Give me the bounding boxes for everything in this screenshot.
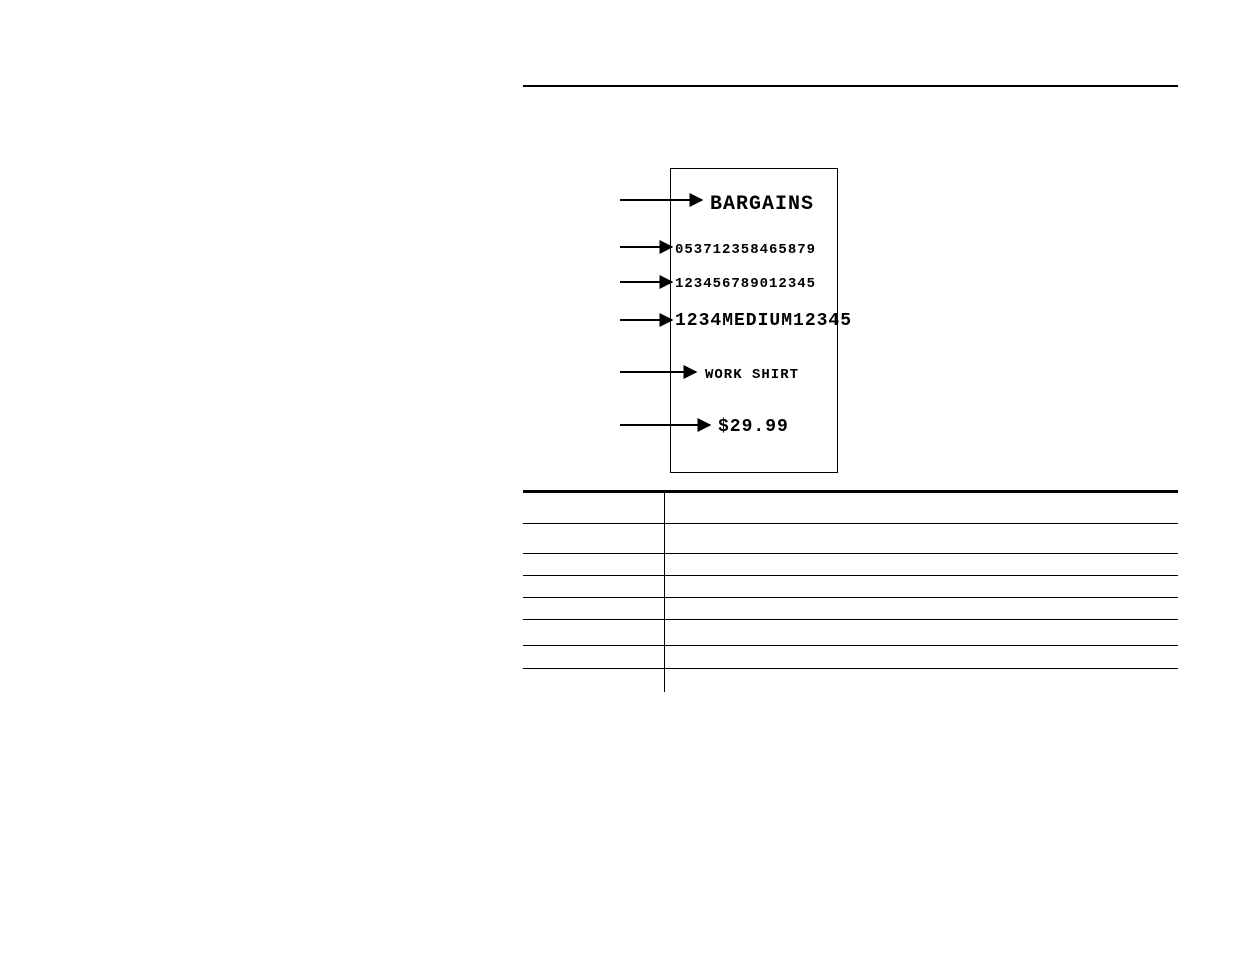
table-rule bbox=[523, 645, 1178, 646]
table-rule bbox=[664, 490, 665, 692]
document-page: BARGAINS 053712358465879 123456789012345… bbox=[0, 0, 1235, 954]
table-rule bbox=[523, 553, 1178, 554]
table-rule bbox=[523, 575, 1178, 576]
table-rule bbox=[523, 668, 1178, 669]
table-rule bbox=[523, 523, 1178, 524]
table-rule bbox=[523, 490, 1178, 493]
table-rule bbox=[523, 619, 1178, 620]
table-rule bbox=[523, 597, 1178, 598]
callout-arrows bbox=[0, 0, 1235, 954]
